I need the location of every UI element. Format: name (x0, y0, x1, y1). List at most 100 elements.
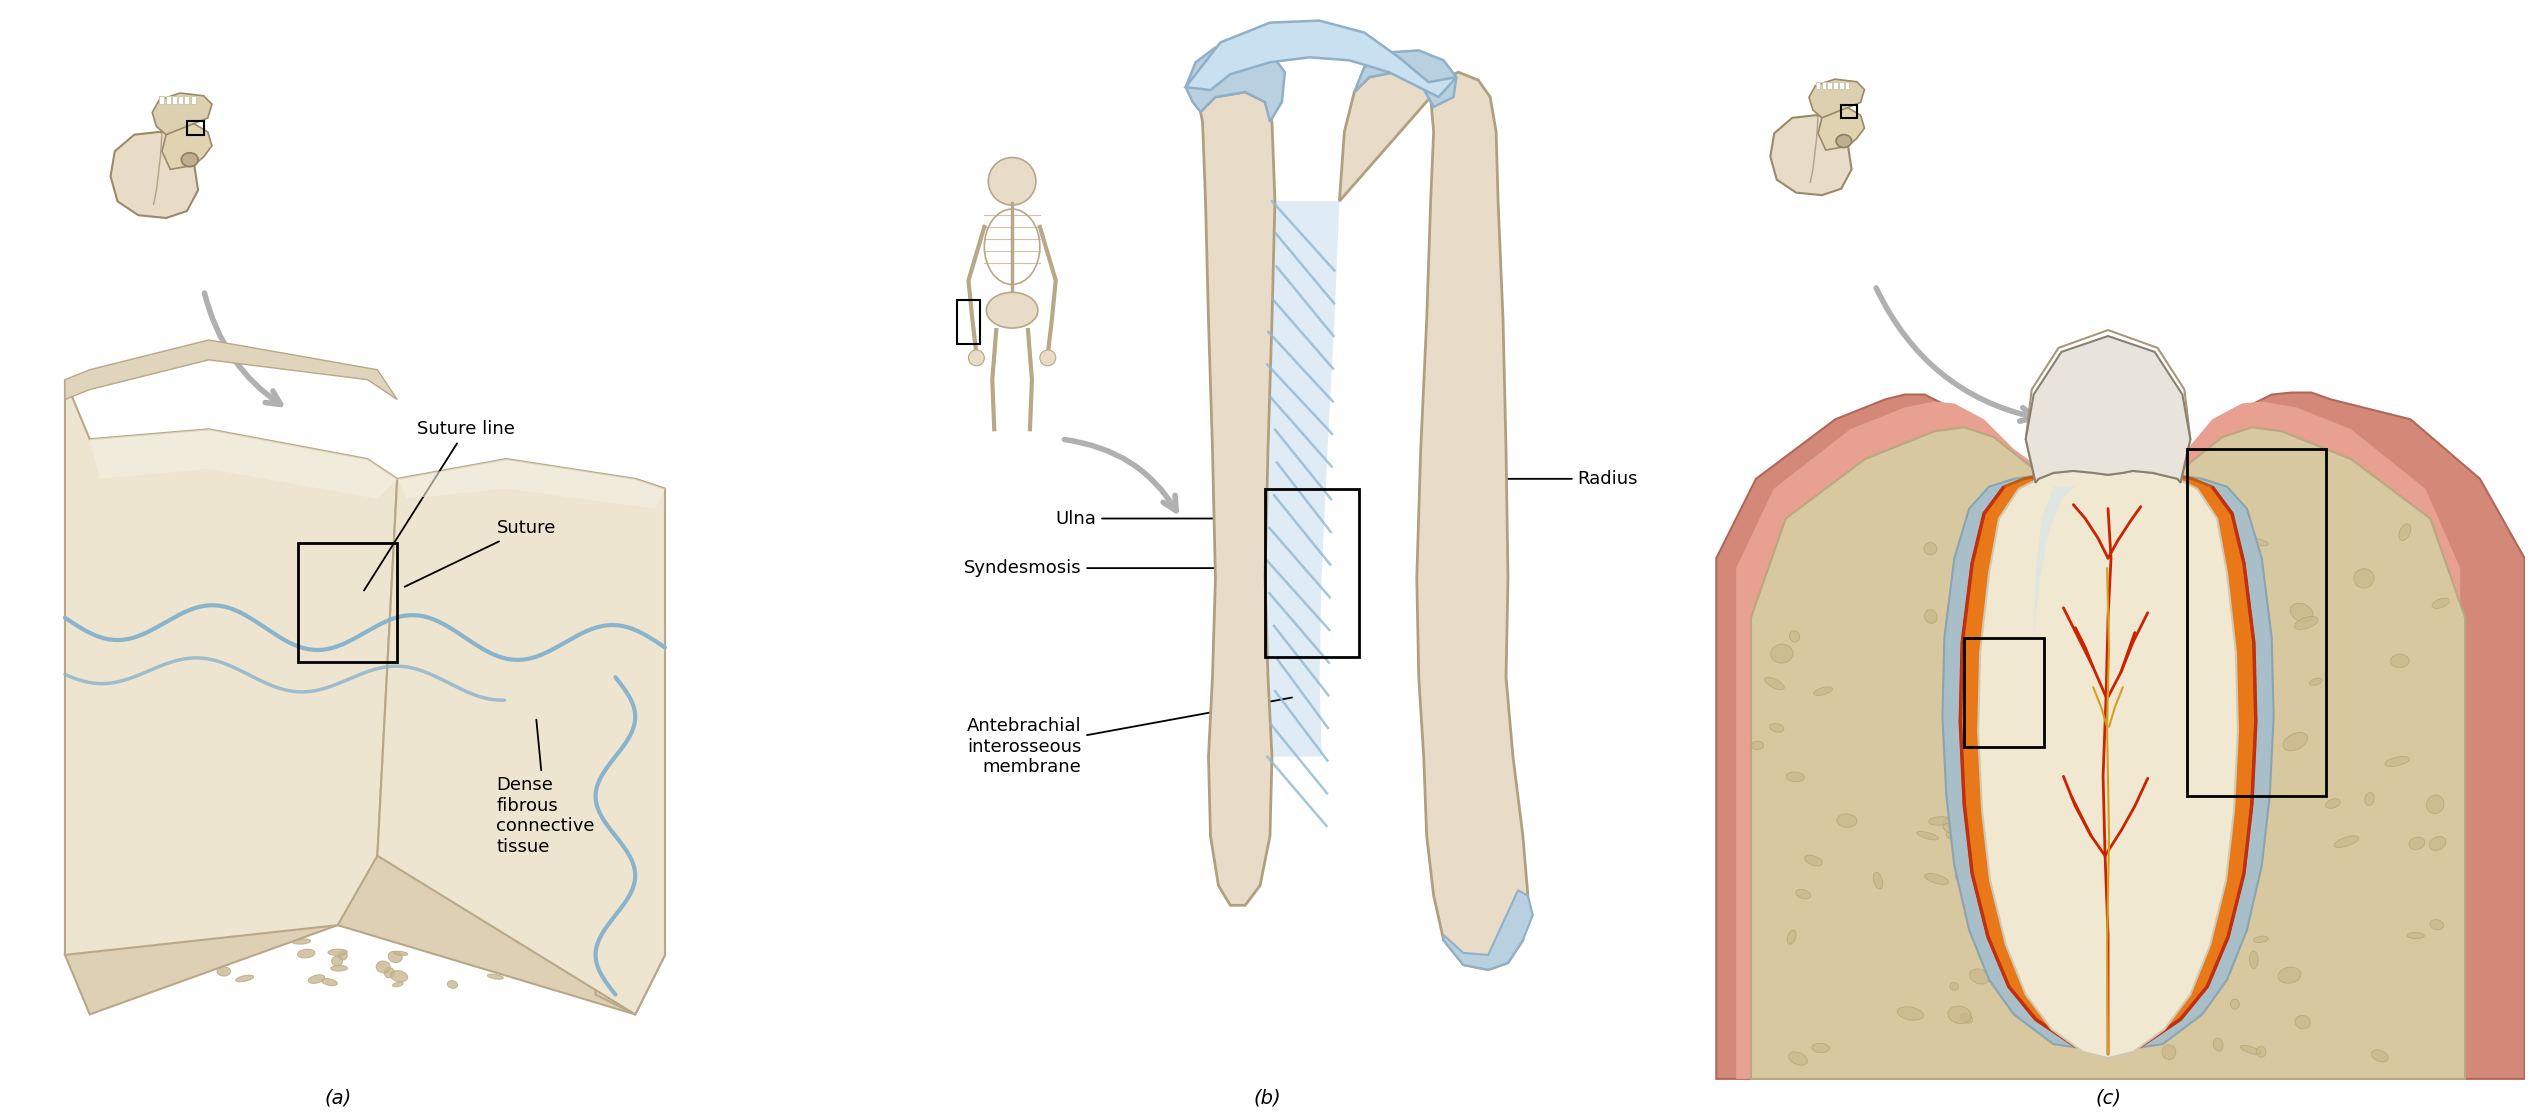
Bar (299, 543, 398, 662)
Ellipse shape (292, 939, 312, 944)
Polygon shape (1736, 401, 2459, 1079)
Ellipse shape (1998, 757, 2015, 769)
Polygon shape (1265, 201, 1338, 757)
Ellipse shape (1924, 873, 1949, 884)
Polygon shape (1977, 471, 2238, 1058)
Ellipse shape (2096, 515, 2114, 527)
Ellipse shape (2028, 854, 2036, 871)
Polygon shape (112, 132, 198, 219)
Bar (956, 300, 981, 343)
Ellipse shape (390, 971, 408, 982)
Ellipse shape (1960, 1014, 1972, 1024)
Text: Root of
tooth: Root of tooth (2226, 518, 2416, 568)
Bar (1828, 81, 1833, 89)
Polygon shape (2033, 487, 2076, 638)
Ellipse shape (1838, 814, 1858, 827)
Ellipse shape (327, 949, 347, 956)
Ellipse shape (2160, 581, 2170, 590)
Ellipse shape (608, 534, 619, 539)
Ellipse shape (2294, 617, 2317, 630)
Ellipse shape (122, 918, 137, 925)
Bar (177, 96, 183, 104)
Bar (2188, 449, 2327, 796)
Ellipse shape (170, 889, 183, 900)
Polygon shape (378, 459, 664, 1015)
Polygon shape (162, 124, 213, 169)
Ellipse shape (2309, 678, 2322, 686)
Polygon shape (2025, 336, 2190, 483)
Ellipse shape (112, 896, 117, 905)
Text: Dense
fibrous
connective
tissue: Dense fibrous connective tissue (497, 719, 596, 856)
Text: Suture line: Suture line (365, 420, 515, 591)
Ellipse shape (2355, 569, 2373, 588)
Ellipse shape (2256, 1047, 2266, 1057)
Polygon shape (1186, 42, 1285, 122)
Ellipse shape (2213, 1038, 2223, 1051)
Ellipse shape (375, 961, 390, 973)
Ellipse shape (649, 769, 654, 776)
Ellipse shape (634, 530, 639, 539)
Ellipse shape (360, 899, 378, 904)
Ellipse shape (1835, 135, 1851, 147)
Ellipse shape (2074, 631, 2102, 640)
Ellipse shape (2241, 1045, 2261, 1055)
Ellipse shape (157, 886, 177, 892)
Ellipse shape (608, 914, 613, 920)
Bar (1838, 81, 1843, 89)
Polygon shape (2033, 340, 2183, 478)
Ellipse shape (236, 976, 254, 982)
Ellipse shape (2243, 537, 2269, 546)
Ellipse shape (482, 879, 492, 886)
Ellipse shape (1947, 1006, 1972, 1024)
Text: (c): (c) (2094, 1088, 2122, 1108)
Ellipse shape (380, 933, 398, 940)
Ellipse shape (183, 942, 190, 949)
Ellipse shape (183, 153, 198, 166)
Ellipse shape (385, 968, 395, 978)
Ellipse shape (2134, 930, 2152, 949)
Ellipse shape (2365, 793, 2375, 805)
Bar (190, 96, 195, 104)
Bar (1815, 81, 1820, 89)
Ellipse shape (634, 834, 644, 841)
Text: Syndesmosis: Syndesmosis (963, 559, 1265, 578)
Ellipse shape (499, 909, 512, 914)
Polygon shape (1810, 79, 1863, 118)
Ellipse shape (1947, 831, 1954, 838)
Ellipse shape (2008, 634, 2028, 650)
Polygon shape (66, 379, 398, 954)
Ellipse shape (619, 614, 634, 623)
Ellipse shape (649, 856, 659, 863)
Polygon shape (1769, 115, 1851, 195)
Ellipse shape (2408, 837, 2426, 850)
Ellipse shape (2096, 882, 2109, 902)
Ellipse shape (466, 882, 474, 891)
Ellipse shape (1813, 1044, 1830, 1053)
Ellipse shape (2003, 748, 2015, 755)
Ellipse shape (2385, 756, 2408, 766)
Ellipse shape (1985, 669, 2000, 679)
Ellipse shape (601, 892, 611, 903)
Ellipse shape (611, 630, 619, 634)
Ellipse shape (578, 910, 591, 921)
Ellipse shape (1790, 1051, 1807, 1065)
Ellipse shape (2294, 1016, 2309, 1029)
Ellipse shape (451, 874, 469, 881)
Ellipse shape (238, 950, 251, 954)
Ellipse shape (1924, 543, 1937, 555)
Text: Socket: Socket (1795, 599, 1982, 661)
Ellipse shape (646, 830, 654, 836)
Ellipse shape (299, 889, 319, 896)
Ellipse shape (565, 942, 581, 949)
Ellipse shape (626, 591, 634, 601)
Polygon shape (1752, 427, 2464, 1079)
Ellipse shape (1787, 772, 1805, 782)
Text: Suture: Suture (406, 520, 555, 586)
Ellipse shape (2231, 999, 2238, 1009)
Polygon shape (1338, 72, 1529, 970)
Text: (b): (b) (1252, 1088, 1280, 1108)
Polygon shape (1942, 471, 2274, 1053)
Bar (1845, 81, 1851, 89)
Ellipse shape (289, 899, 299, 906)
Ellipse shape (228, 950, 233, 956)
